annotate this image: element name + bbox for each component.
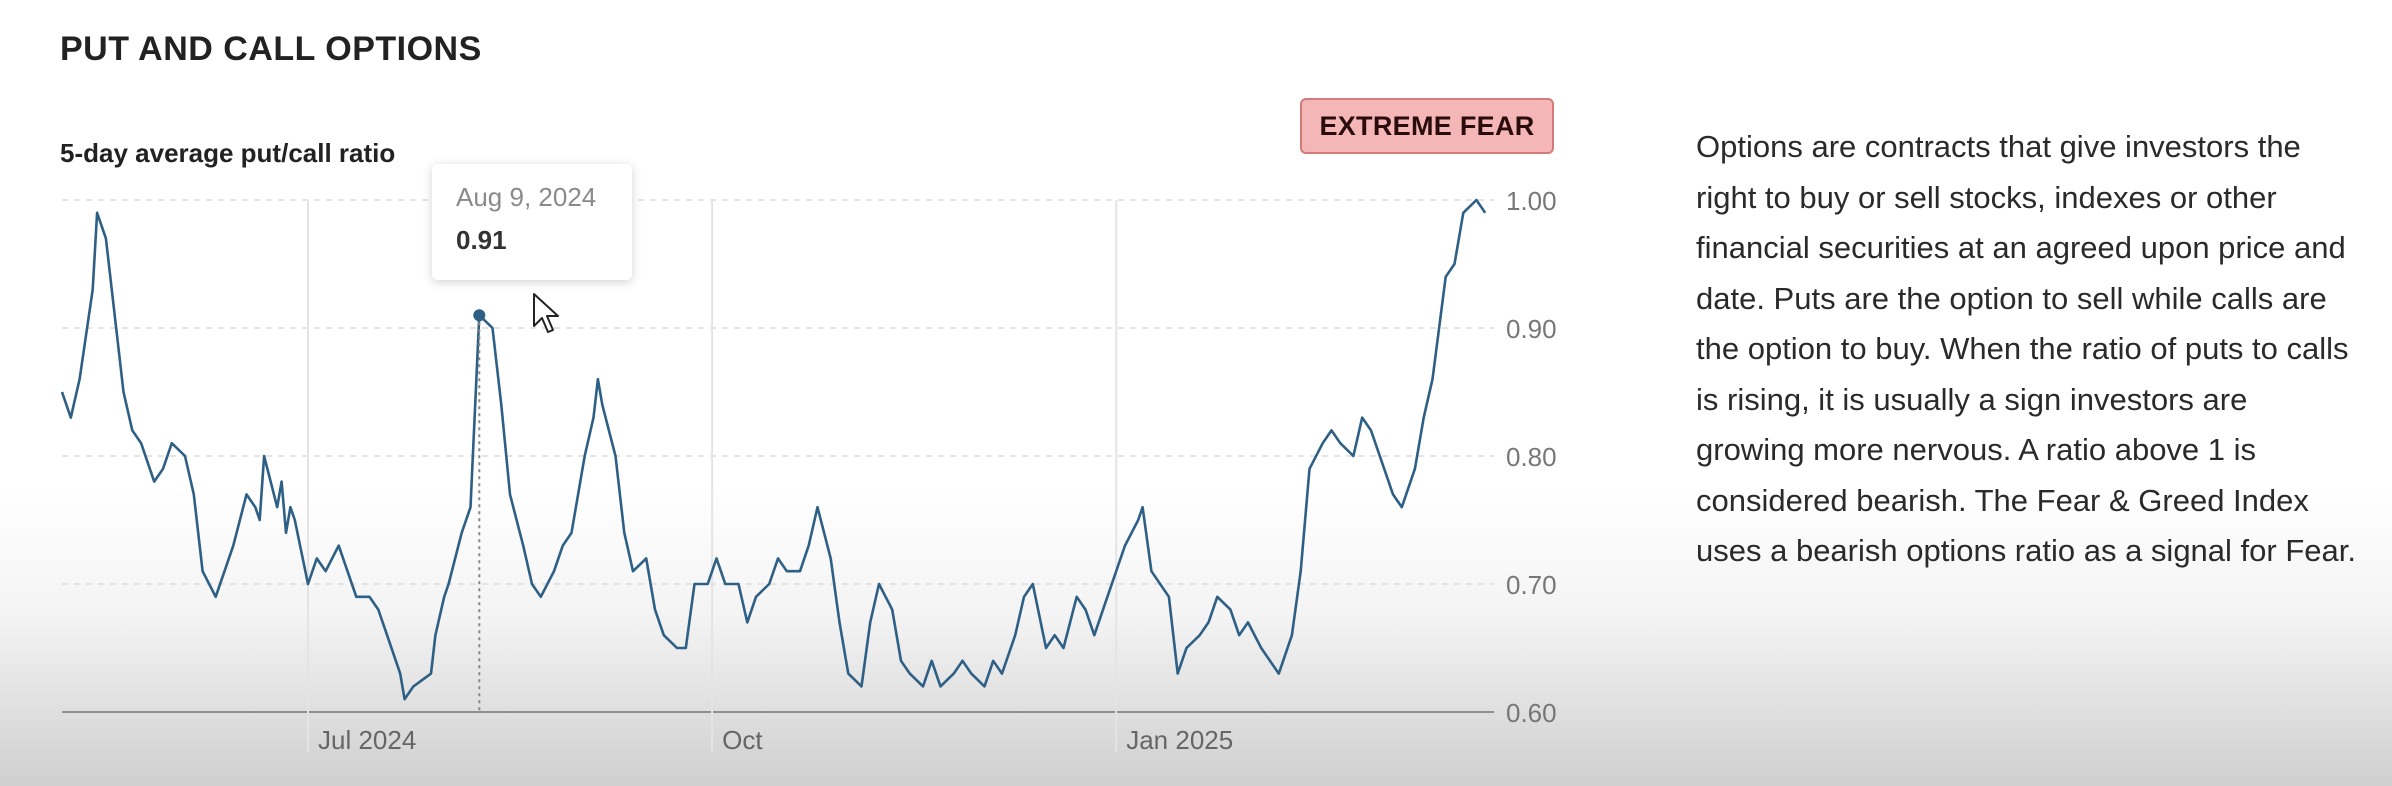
y-tick-label: 0.90 xyxy=(1506,314,1557,344)
chart-subtitle: 5-day average put/call ratio xyxy=(60,138,396,168)
chart-tooltip: Aug 9, 2024 0.91 xyxy=(432,164,632,280)
y-tick-label: 1.00 xyxy=(1506,186,1557,216)
tooltip-value: 0.91 xyxy=(456,225,507,255)
highlight-layer xyxy=(473,309,486,712)
x-tick-label: Jan 2025 xyxy=(1126,725,1233,755)
series-layer xyxy=(60,198,1487,701)
y-tick-label: 0.80 xyxy=(1506,442,1557,472)
section-title: PUT AND CALL OPTIONS xyxy=(60,30,482,68)
x-axis-ticks: Jul 2024 Oct Jan 2025 xyxy=(318,725,1233,755)
x-tick-label: Oct xyxy=(722,725,763,755)
x-tick-label: Jul 2024 xyxy=(318,725,416,755)
put-call-ratio-chart[interactable]: Jul 2024 Oct Jan 2025 0.60 0.70 0.80 0.90 1.00 xyxy=(0,0,1600,786)
tooltip-date: Aug 9, 2024 xyxy=(456,182,597,212)
grid-layer xyxy=(62,199,1494,752)
highlight-point xyxy=(473,309,486,322)
options-description: Options are contracts that give investor… xyxy=(1696,129,2356,568)
mouse-pointer-icon xyxy=(533,293,559,333)
y-axis-ticks: 0.60 0.70 0.80 0.90 1.00 xyxy=(1506,186,1557,728)
sentiment-badge: EXTREME FEAR xyxy=(1300,98,1554,154)
series-line xyxy=(60,198,1487,701)
y-tick-label: 0.70 xyxy=(1506,570,1557,600)
y-tick-label: 0.60 xyxy=(1506,698,1557,728)
